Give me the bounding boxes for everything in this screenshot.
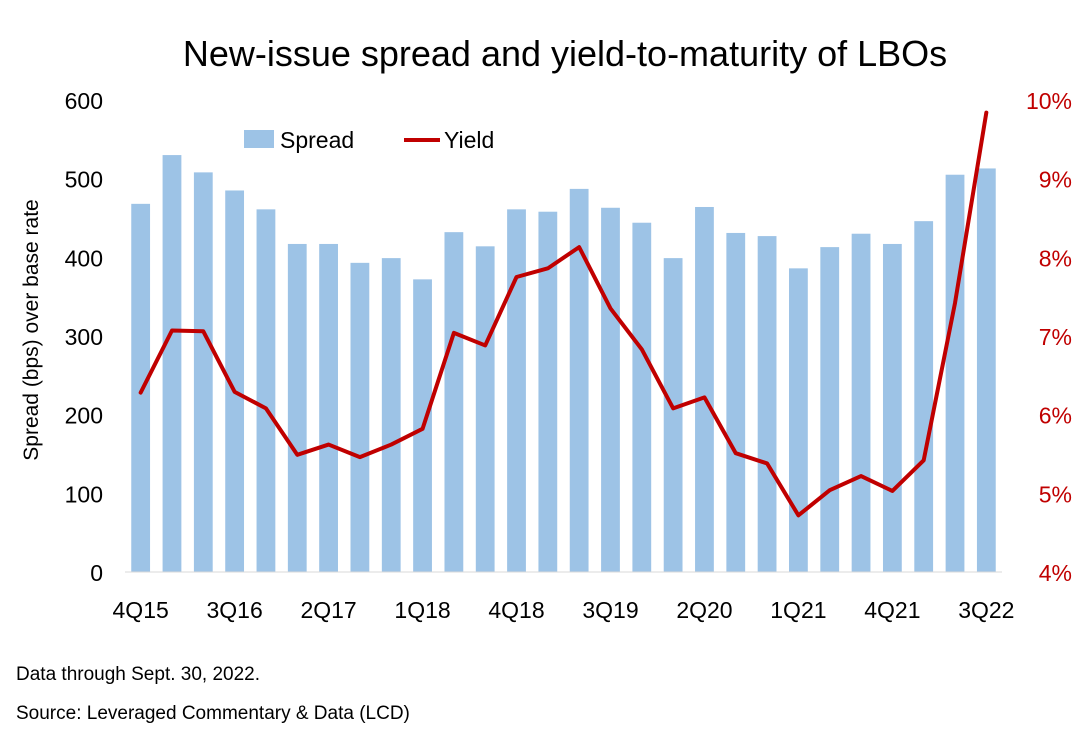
- legend: Spread Yield: [244, 127, 494, 153]
- footnote-source: Source: Leveraged Commentary & Data (LCD…: [16, 703, 410, 724]
- left-axis-ticks: 0 100 200 300 400 500 600: [65, 88, 103, 586]
- spread-bar-2q19: [569, 188, 589, 572]
- spread-bar-4q17: [381, 258, 401, 572]
- spread-bar-3q16: [225, 190, 245, 572]
- left-tick-label: 100: [65, 481, 103, 507]
- spread-bar-4q21: [882, 243, 902, 572]
- spread-bar-2q22: [945, 174, 965, 573]
- spread-bar-2q18: [444, 232, 464, 572]
- chart-svg: New-issue spread and yield-to-maturity o…: [20, 33, 1072, 623]
- spread-bar-2q17: [319, 243, 338, 572]
- left-tick-label: 0: [90, 560, 103, 586]
- spread-bar-3q22: [976, 168, 996, 572]
- spread-bar-4q20: [757, 236, 777, 572]
- x-tick-label: 1Q18: [394, 597, 450, 623]
- x-tick-label: 3Q22: [958, 597, 1014, 623]
- legend-spread-swatch: [244, 130, 274, 148]
- x-tick-label: 2Q20: [676, 597, 732, 623]
- chart-title: New-issue spread and yield-to-maturity o…: [183, 33, 947, 74]
- spread-bar-2q20: [695, 206, 714, 573]
- left-tick-label: 200: [65, 403, 103, 429]
- spread-bar-3q19: [601, 207, 620, 572]
- spread-bar-2q21: [820, 247, 840, 573]
- right-axis-ticks: 4% 5% 6% 7% 8% 9% 10%: [1026, 88, 1072, 586]
- spread-bar-1q16: [162, 155, 182, 572]
- right-tick-label: 6%: [1039, 403, 1072, 429]
- spread-bar-2q16: [193, 172, 213, 572]
- left-tick-label: 600: [65, 88, 103, 114]
- left-tick-label: 300: [65, 324, 103, 350]
- right-tick-label: 4%: [1039, 560, 1072, 586]
- spread-bar-4q16: [256, 209, 276, 572]
- right-tick-label: 7%: [1039, 324, 1072, 350]
- spread-bar-1q20: [663, 258, 683, 572]
- spread-bar-3q17: [350, 262, 370, 572]
- spread-bars: [131, 155, 996, 573]
- spread-bar-4q15: [131, 203, 151, 572]
- x-tick-label: 3Q16: [206, 597, 262, 623]
- legend-yield-label: Yield: [444, 127, 494, 153]
- spread-bar-1q21: [789, 268, 808, 572]
- spread-bar-4q19: [632, 222, 652, 572]
- right-tick-label: 8%: [1039, 245, 1072, 271]
- y-axis-label: Spread (bps) over base rate: [20, 199, 43, 460]
- spread-bar-3q21: [851, 233, 871, 573]
- spread-bar-1q19: [538, 211, 558, 572]
- x-tick-label: 4Q21: [864, 597, 920, 623]
- x-tick-label: 3Q19: [582, 597, 638, 623]
- spread-bar-3q18: [475, 246, 495, 572]
- right-tick-label: 10%: [1026, 88, 1072, 114]
- yield-line-group: [138, 110, 989, 518]
- x-axis-ticks: 4Q15 3Q16 2Q17 1Q18 4Q18 3Q19 2Q20 1Q21 4Q21 3Q22: [113, 597, 1015, 623]
- spread-bar-1q17: [287, 243, 307, 572]
- right-tick-label: 5%: [1039, 481, 1072, 507]
- x-tick-label: 1Q21: [770, 597, 826, 623]
- footnote-data-through: Data through Sept. 30, 2022.: [16, 664, 261, 685]
- spread-bar-4q18: [507, 209, 526, 572]
- left-tick-label: 400: [65, 245, 103, 271]
- left-tick-label: 500: [65, 167, 103, 193]
- x-tick-label: 2Q17: [300, 597, 356, 623]
- spread-bar-3q20: [726, 232, 746, 572]
- x-tick-label: 4Q15: [113, 597, 169, 623]
- spread-bar-1q22: [914, 221, 934, 572]
- x-tick-label: 4Q18: [488, 597, 544, 623]
- yield-line: [138, 110, 989, 518]
- legend-spread-label: Spread: [280, 127, 354, 153]
- right-tick-label: 9%: [1039, 167, 1072, 193]
